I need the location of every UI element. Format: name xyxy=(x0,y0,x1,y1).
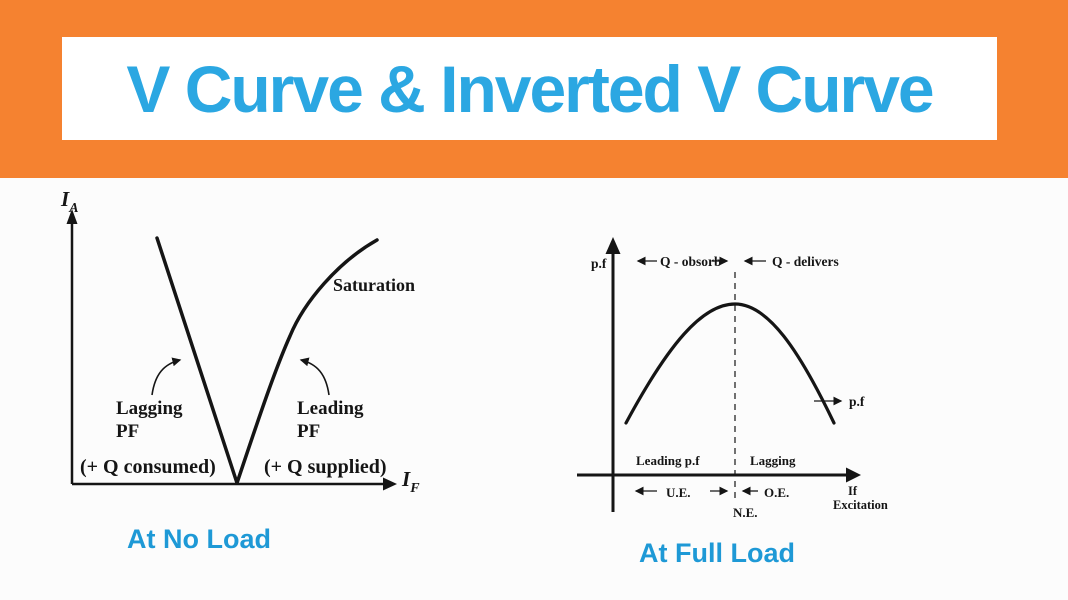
normal-excitation-label: N.E. xyxy=(733,505,758,520)
q-consumed-label: (+ Q consumed) xyxy=(80,456,216,478)
lagging-label: Lagging xyxy=(116,398,183,419)
y-axis-label: IA xyxy=(60,187,79,216)
saturation-label: Saturation xyxy=(333,275,415,295)
v-curve-diagram: IA IF Saturation Lagging PF Leading PF (… xyxy=(60,187,420,496)
y-axis-arrowhead-icon xyxy=(66,209,78,224)
y-axis-arrowhead-icon xyxy=(605,237,621,254)
x-axis-label-line2: Excitation xyxy=(833,498,888,512)
inverted-v-diagram: p.f Q - obsorb Q - delivers p.f Leading … xyxy=(577,237,888,520)
q-delivers-label: Q - delivers xyxy=(772,254,839,269)
header-banner: V Curve & Inverted V Curve xyxy=(0,0,1068,178)
q-supplied-label: (+ Q supplied) xyxy=(264,456,387,478)
under-excitation-label: U.E. xyxy=(666,485,691,500)
lagging-pointer-arrow-icon xyxy=(151,357,182,396)
caption-at-no-load: At No Load xyxy=(127,524,271,554)
pf-curve-label: p.f xyxy=(849,394,865,409)
lagging-pf-label: PF xyxy=(116,421,139,442)
v-curve-right-branch xyxy=(235,238,379,485)
leading-pointer-arrow-icon xyxy=(299,357,330,396)
leading-label: Leading xyxy=(297,398,364,419)
x-axis-arrowhead-icon xyxy=(846,467,861,483)
leading-pf-label: PF xyxy=(297,421,320,442)
leading-pf-label: Leading p.f xyxy=(636,453,700,468)
x-axis-label-line1: If xyxy=(848,484,858,498)
over-excitation-label: O.E. xyxy=(764,485,789,500)
q-absorb-label: Q - obsorb xyxy=(660,254,722,269)
v-curve-left-branch xyxy=(155,236,239,485)
title-box: V Curve & Inverted V Curve xyxy=(62,37,997,140)
y-axis-label: p.f xyxy=(591,256,607,271)
x-axis-label: IF xyxy=(401,467,420,496)
inverted-v-curve xyxy=(624,302,836,425)
lagging-label: Lagging xyxy=(750,453,796,468)
caption-at-full-load: At Full Load xyxy=(639,538,795,568)
page-title: V Curve & Inverted V Curve xyxy=(126,51,934,126)
x-axis-arrowhead-icon xyxy=(383,477,397,491)
